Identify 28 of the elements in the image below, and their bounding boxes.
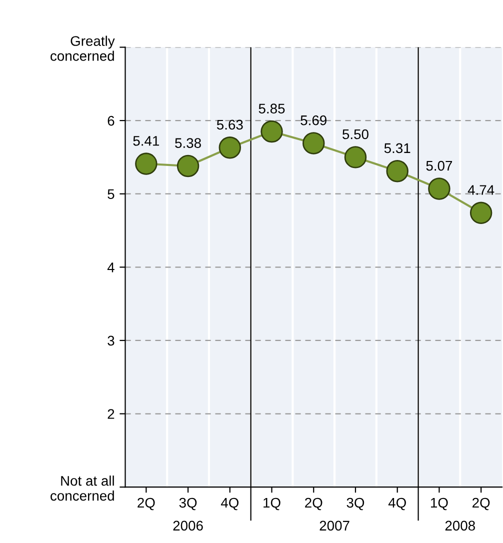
data-label: 5.63 xyxy=(216,120,243,130)
x-tick-label: 2Q xyxy=(305,498,322,510)
x-tick-label: 4Q xyxy=(220,498,238,510)
text: 2008 xyxy=(445,520,475,531)
data-label: 5.85 xyxy=(258,104,285,114)
data-label: 5.50 xyxy=(342,129,368,140)
y-tick-label: Not at all concerned xyxy=(50,476,114,501)
y-tick-label: 6 xyxy=(108,116,114,126)
x-tick-label: 2Q xyxy=(472,498,490,510)
data-label: 4.74 xyxy=(468,185,494,195)
data-label: 5.41 xyxy=(133,136,160,146)
text: 2006 xyxy=(173,520,203,531)
y-tick-label: 3 xyxy=(108,336,114,346)
y-tick-label: 2 xyxy=(108,409,114,419)
x-tick-label: 4Q xyxy=(388,498,406,510)
x-tick-label: 1Q xyxy=(264,498,280,510)
data-label: 5.38 xyxy=(175,138,201,148)
x-tick-label: 3Q xyxy=(179,498,197,510)
y-tick-label: 4 xyxy=(107,262,114,272)
y-tick-label: Greatly concerned xyxy=(50,36,115,61)
text: 2007 xyxy=(320,520,350,531)
x-tick-label: 1Q xyxy=(431,498,448,510)
x-tick-label: 2Q xyxy=(138,498,155,510)
x-tick-label: 3Q xyxy=(346,498,364,510)
data-label: 5.07 xyxy=(426,160,452,171)
data-label: 5.69 xyxy=(300,115,326,126)
data-label: 5.31 xyxy=(384,143,410,154)
y-tick-label: 5 xyxy=(108,189,114,200)
